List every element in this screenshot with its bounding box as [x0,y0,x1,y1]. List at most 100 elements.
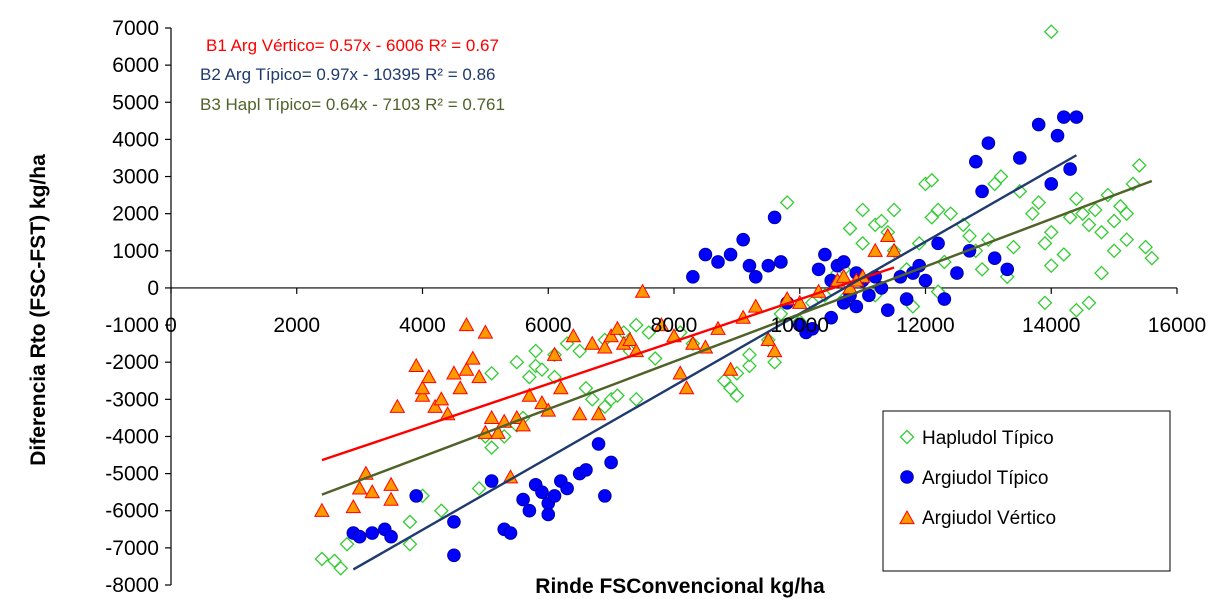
data-point [339,536,355,552]
data-point [761,258,776,273]
data-point [458,361,475,376]
legend-marker-triangle [899,509,915,525]
data-point [862,288,876,303]
data-point [522,503,537,518]
data-point [1106,213,1122,229]
data-point [464,350,481,365]
data-point [365,526,380,540]
data-point [1037,295,1053,311]
data-point [446,365,462,380]
y-axis-ticks: 7000 6000 5000 4000 3000 2000 1000 0 -1000 -2000 -… [105,17,171,597]
data-point [590,406,607,421]
y-tick-label: -1000 [105,314,159,337]
data-point [534,362,550,378]
trendline [321,266,895,462]
data-point [879,227,896,243]
data-point [742,258,757,273]
data-point [541,507,556,522]
data-point [711,255,725,269]
y-tick-label: 6000 [112,54,159,77]
x-tick-label: 4000 [399,314,446,337]
data-point [774,255,788,269]
data-point [622,331,638,347]
data-point [534,395,550,410]
equation-b2: B2 Arg Típico= 0.97x - 10395 R² = 0.86 [200,65,495,84]
data-point [899,292,914,306]
data-point [598,489,612,503]
data-point [1144,250,1160,266]
data-point [364,484,381,499]
x-tick-label: 14000 [1022,314,1080,337]
regression-equations: B1 Arg Vértico= 0.57x - 6006 R² = 0.67 B… [200,36,505,114]
data-point [1087,202,1103,218]
data-point [766,343,783,358]
data-point [314,551,330,567]
data-point [471,369,487,384]
data-point [975,184,989,199]
data-point [849,299,864,314]
data-point [723,247,738,262]
data-point [685,335,701,350]
data-point [484,365,500,381]
data-point [1081,295,1097,311]
data-point [943,206,959,222]
y-tick-label: 7000 [112,17,159,40]
y-tick-label: 1000 [112,240,159,263]
trendline [321,179,1153,496]
data-point [962,228,977,244]
x-axis-ticks [170,287,1178,294]
x-axis-title: Rinde FSConvencional kg/ha [535,575,825,598]
x-tick-label: 0 [165,314,177,337]
data-point [402,514,418,530]
legend-label-argiudol-tipico: Argiudol Típico [922,468,1048,489]
x-tick-label: 8000 [651,314,698,337]
data-point [427,398,443,413]
legend-label-hapludol: Hapludol Típico [922,428,1054,449]
data-point [452,380,469,395]
data-point [352,529,367,544]
data-point [987,251,1002,266]
data-point [1050,128,1065,143]
data-point [1044,177,1059,191]
data-point [880,303,895,318]
y-tick-label: 3000 [112,166,159,189]
data-point [408,357,425,373]
data-point [1094,265,1109,281]
y-tick-label: -8000 [105,574,159,597]
data-point [742,347,757,363]
equation-b3: B3 Hapl Típico= 0.64x - 7103 R² = 0.761 [200,95,505,114]
y-axis-title: Diferencia Rto (FSC-FST) kg/ha [27,154,50,466]
data-point [836,255,851,269]
data-point [835,268,852,283]
y-tick-label: 0 [147,277,159,300]
data-point [937,292,952,306]
data-point [969,154,983,169]
y-tick-label: -4000 [105,425,159,448]
data-point [609,320,626,335]
data-point [791,294,808,309]
data-point [521,369,537,385]
data-point [855,235,871,251]
legend-entry-hapludol: Hapludol Típico [899,428,1054,449]
data-point [384,529,398,544]
data-point [314,502,330,517]
data-point [516,492,530,507]
y-tick-label: 2000 [112,203,159,226]
data-point [1069,110,1084,124]
data-point [742,358,757,374]
data-point [420,369,437,384]
x-tick-label: 12000 [896,314,954,337]
data-point [874,213,889,229]
data-point [1057,110,1071,124]
data-point [647,351,663,366]
data-point [1138,239,1153,255]
x-tick-label: 16000 [1148,314,1206,337]
data-point [918,273,933,288]
data-point [672,365,689,380]
data-point [1068,191,1084,207]
data-point [571,406,588,421]
data-point [1056,247,1072,262]
data-point [1043,258,1059,274]
data-point [931,236,945,251]
